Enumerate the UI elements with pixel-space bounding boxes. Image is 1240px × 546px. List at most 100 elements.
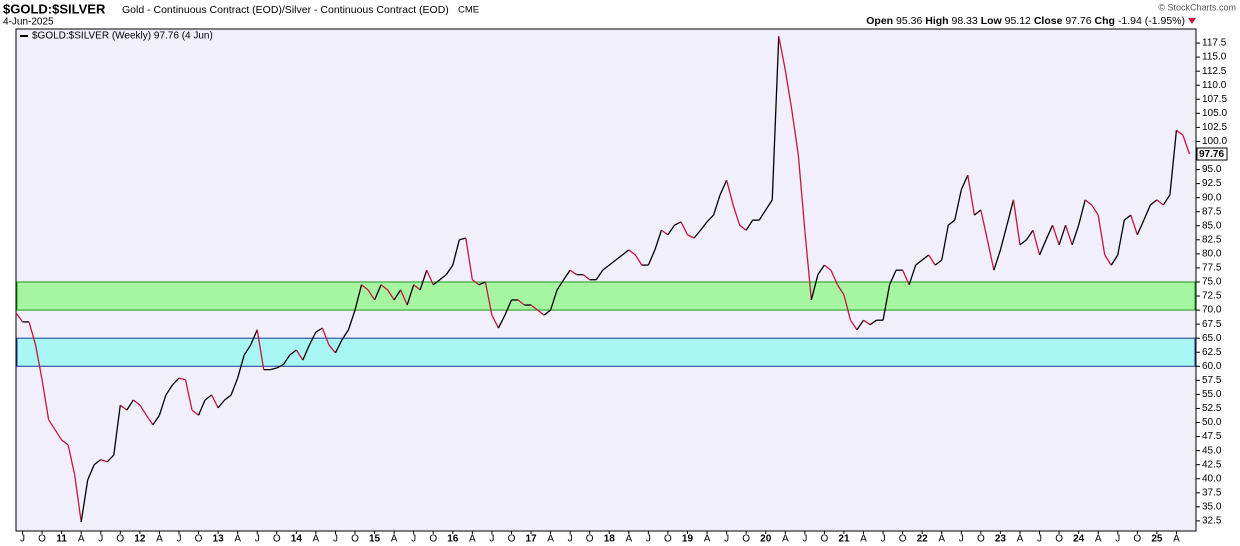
price-segment (1006, 199, 1015, 226)
price-segment (941, 225, 949, 261)
price-segment (139, 404, 147, 416)
last-value-box (1196, 147, 1228, 161)
price-segment (1182, 135, 1191, 155)
price-segment (484, 281, 493, 316)
ohlc-label: Chg (1095, 15, 1115, 27)
price-segment (1169, 130, 1178, 195)
x-tick-label: J (959, 534, 964, 545)
price-segment (1058, 224, 1067, 246)
y-tick-label: 55.0 (1202, 389, 1222, 400)
price-segment (1156, 199, 1164, 206)
price-segment (719, 179, 728, 196)
price-segment (700, 221, 708, 231)
price-segment (797, 154, 806, 231)
price-segment (582, 274, 591, 281)
price-segment (217, 399, 226, 409)
price-segment (28, 321, 37, 346)
price-segment (621, 249, 630, 256)
x-tick-label: O (351, 534, 359, 545)
x-tick-label: 19 (682, 534, 694, 545)
price-segment (1012, 199, 1021, 245)
price-segment (745, 219, 754, 231)
x-tick-label: A (234, 534, 241, 545)
y-tick-label: 92.5 (1202, 178, 1222, 189)
price-segment (628, 249, 636, 256)
y-tick-label: 72.5 (1202, 291, 1222, 302)
price-segment (725, 180, 734, 206)
price-segment (74, 474, 82, 523)
price-segment (1032, 230, 1041, 256)
price-segment (445, 264, 454, 276)
price-segment (1143, 204, 1151, 221)
price-segment (1045, 224, 1054, 241)
x-tick-label: J (1115, 534, 1120, 545)
price-segment (400, 289, 408, 306)
price-segment (276, 364, 284, 369)
price-segment (210, 394, 219, 409)
price-segment (465, 238, 473, 280)
y-tick-label: 62.5 (1202, 347, 1222, 358)
price-segment (478, 281, 486, 286)
x-tick-label: O (1133, 534, 1141, 545)
y-tick-label: 47.5 (1202, 431, 1222, 442)
price-segment (830, 269, 839, 286)
price-segment (452, 239, 460, 266)
price-segment (928, 254, 936, 266)
price-segment (41, 379, 50, 420)
price-segment (224, 394, 232, 401)
x-tick-label: O (821, 534, 829, 545)
price-segment (856, 319, 865, 331)
price-segment (1064, 224, 1073, 246)
x-tick-label: 18 (604, 534, 616, 545)
price-segment (634, 254, 643, 266)
ohlc-value: 95.12 (1005, 15, 1031, 27)
price-segment (1078, 199, 1086, 226)
price-segment (184, 379, 193, 411)
y-tick-label: 40.0 (1202, 473, 1222, 484)
price-segment (87, 464, 95, 481)
price-segment (849, 319, 858, 331)
price-segment (843, 294, 852, 321)
price-segment (491, 314, 500, 329)
price-segment (61, 439, 69, 446)
x-tick-label: A (1173, 534, 1180, 545)
x-tick-label: O (273, 534, 281, 545)
price-segment (341, 329, 350, 341)
x-tick-label: 17 (525, 534, 537, 545)
price-segment (967, 175, 975, 216)
price-segment (432, 279, 441, 286)
x-tick-label: A (156, 534, 163, 545)
price-segment (758, 209, 767, 221)
x-tick-label: A (469, 534, 476, 545)
price-segment (1110, 254, 1119, 266)
x-tick-label: 20 (760, 534, 772, 545)
price-segment (778, 36, 786, 71)
price-segment (934, 259, 943, 266)
price-segment (256, 329, 265, 370)
price-segment (439, 274, 447, 281)
price-segment (1117, 220, 1125, 256)
x-tick-label: 14 (291, 534, 303, 545)
x-tick-label: 21 (838, 534, 850, 545)
price-segment (784, 69, 793, 111)
price-segment (674, 221, 682, 226)
x-tick-label: A (547, 534, 554, 545)
y-tick-label: 67.5 (1202, 319, 1222, 330)
price-segment (308, 331, 317, 346)
y-tick-label: 87.5 (1202, 206, 1222, 217)
price-segment (1104, 254, 1112, 266)
price-segment (191, 409, 199, 416)
price-segment (817, 264, 825, 276)
price-segment (100, 458, 108, 463)
y-tick-label: 32.5 (1202, 516, 1222, 527)
price-segment (661, 229, 669, 236)
x-tick-label: O (1055, 534, 1063, 545)
x-tick-label: A (860, 534, 867, 545)
x-tick-label: J (255, 534, 260, 545)
price-segment (80, 479, 89, 523)
price-segment (1162, 194, 1171, 206)
price-segment (712, 194, 721, 216)
price-segment (230, 377, 239, 396)
price-segment (1097, 214, 1106, 256)
